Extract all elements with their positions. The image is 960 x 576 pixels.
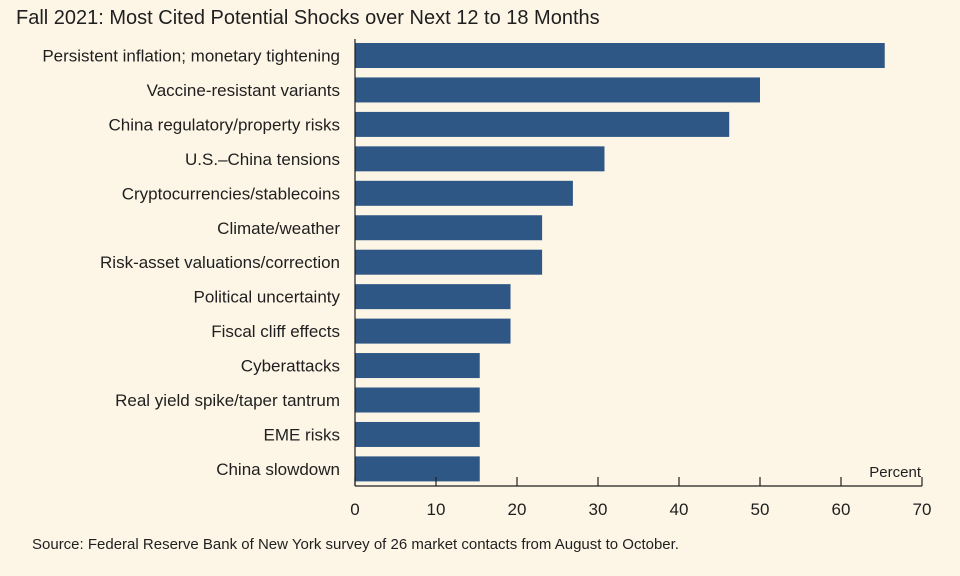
source-note: Source: Federal Reserve Bank of New York… (32, 536, 679, 553)
category-label: Vaccine-resistant variants (147, 81, 340, 100)
category-label: China regulatory/property risks (109, 115, 340, 134)
x-tick-label: 20 (508, 500, 527, 519)
category-labels: Persistent inflation; monetary tightenin… (42, 47, 340, 479)
category-label: China slowdown (216, 460, 340, 479)
bar (355, 387, 480, 413)
bars-layer (355, 43, 885, 482)
x-tick-label: 10 (427, 500, 446, 519)
x-tick-label: 0 (350, 500, 359, 519)
x-tick-label: 60 (832, 500, 851, 519)
chart-title: Fall 2021: Most Cited Potential Shocks o… (16, 7, 600, 29)
category-label: EME risks (264, 425, 341, 444)
category-label: Cyberattacks (241, 357, 340, 376)
bar (355, 456, 480, 482)
category-label: Political uncertainty (194, 288, 341, 307)
bar (355, 318, 511, 344)
bar (355, 215, 543, 241)
bar (355, 111, 730, 137)
x-tick-label: 50 (751, 500, 770, 519)
category-label: U.S.–China tensions (185, 150, 340, 169)
category-label: Climate/weather (217, 219, 340, 238)
bar (355, 146, 605, 172)
category-label: Persistent inflation; monetary tightenin… (42, 47, 340, 66)
bar (355, 284, 511, 310)
bar (355, 43, 885, 68)
bar (355, 249, 543, 275)
category-label: Fiscal cliff effects (211, 322, 340, 341)
category-label: Risk-asset valuations/correction (100, 253, 340, 272)
bar (355, 353, 480, 379)
category-label: Cryptocurrencies/stablecoins (122, 184, 340, 203)
x-axis: 0 10 20 30 40 50 60 70 Percent (350, 39, 931, 519)
bar (355, 77, 760, 103)
x-tick-label: 70 (913, 500, 932, 519)
bar (355, 421, 480, 447)
bar (355, 180, 573, 206)
unit-label: Percent (869, 464, 922, 481)
x-tick-label: 30 (589, 500, 608, 519)
category-label: Real yield spike/taper tantrum (115, 391, 340, 410)
x-tick-label: 40 (670, 500, 689, 519)
